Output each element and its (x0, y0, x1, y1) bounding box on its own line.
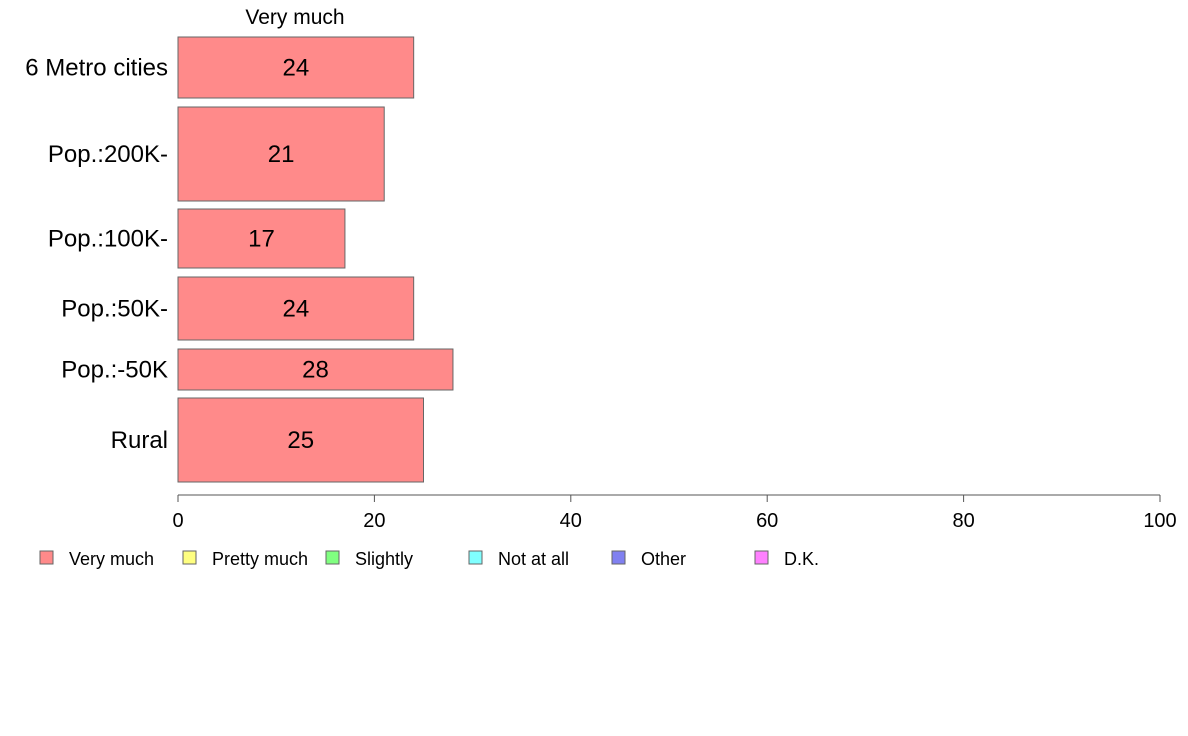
bar (177, 348, 454, 391)
bar (177, 397, 424, 483)
legend-swatch (611, 550, 626, 565)
legend-swatch (182, 550, 197, 565)
category-label: Pop.:-50K (61, 357, 168, 384)
legend-label: Not at all (498, 549, 569, 569)
category-labels: 6 Metro cities Pop.:200K- Pop.:100K- Pop.:5… (25, 55, 168, 455)
legend-label: Slightly (355, 549, 413, 569)
data-label: 17 (248, 226, 275, 253)
data-label: 28 (302, 357, 329, 384)
legend-swatch (39, 550, 54, 565)
category-label: 6 Metro cities (25, 55, 168, 82)
legend-label: D.K. (784, 549, 819, 569)
x-tick-label: 100 (1143, 510, 1176, 532)
x-tick-label: 40 (560, 510, 582, 532)
data-label: 21 (268, 141, 295, 168)
data-label: 24 (282, 55, 309, 82)
category-label: Pop.:100K- (48, 226, 168, 253)
series-header: Very much (245, 6, 344, 29)
x-tick-label: 80 (952, 510, 974, 532)
data-label: 25 (287, 427, 314, 454)
x-tick-label: 0 (172, 510, 183, 532)
bar (177, 208, 346, 269)
legend-label: Pretty much (212, 549, 308, 569)
data-label: 24 (282, 296, 309, 323)
legend: Very much Pretty much Slightly Not at all Ot… (39, 549, 819, 569)
bar (177, 36, 415, 99)
category-label: Pop.:200K- (48, 141, 168, 168)
legend-swatch (754, 550, 769, 565)
x-axis: 0 20 40 60 80 100 (172, 494, 1177, 532)
category-label: Pop.:50K- (61, 296, 168, 323)
bar (177, 276, 415, 341)
legend-label: Other (641, 549, 686, 569)
legend-label: Very much (69, 549, 154, 569)
legend-swatch (468, 550, 483, 565)
x-tick-label: 60 (756, 510, 778, 532)
x-tick-label: 20 (363, 510, 385, 532)
bar (177, 106, 385, 202)
bars-group: 24 21 17 24 28 25 (177, 36, 454, 483)
legend-swatch (325, 550, 340, 565)
category-label: Rural (111, 427, 168, 454)
